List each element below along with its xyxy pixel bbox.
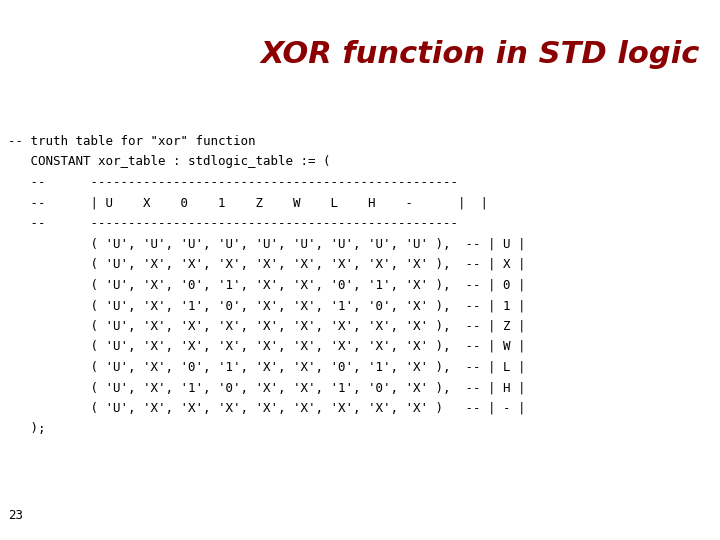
Text: ( 'U', 'X', 'X', 'X', 'X', 'X', 'X', 'X', 'X' ),  -- | W |: ( 'U', 'X', 'X', 'X', 'X', 'X', 'X', 'X'… <box>8 340 526 353</box>
Text: 23: 23 <box>8 509 23 522</box>
Text: -- truth table for "xor" function: -- truth table for "xor" function <box>8 135 256 148</box>
Text: ( 'U', 'X', '0', '1', 'X', 'X', '0', '1', 'X' ),  -- | 0 |: ( 'U', 'X', '0', '1', 'X', 'X', '0', '1'… <box>8 279 526 292</box>
Text: CONSTANT xor_table : stdlogic_table := (: CONSTANT xor_table : stdlogic_table := ( <box>8 156 330 168</box>
Text: --      -------------------------------------------------: -- -------------------------------------… <box>8 176 458 189</box>
Text: XOR function in STD logic: XOR function in STD logic <box>261 40 700 69</box>
Text: ( 'U', 'X', '1', '0', 'X', 'X', '1', '0', 'X' ),  -- | H |: ( 'U', 'X', '1', '0', 'X', 'X', '1', '0'… <box>8 381 526 394</box>
Text: ( 'U', 'X', 'X', 'X', 'X', 'X', 'X', 'X', 'X' ),  -- | Z |: ( 'U', 'X', 'X', 'X', 'X', 'X', 'X', 'X'… <box>8 320 526 333</box>
Text: ( 'U', 'U', 'U', 'U', 'U', 'U', 'U', 'U', 'U' ),  -- | U |: ( 'U', 'U', 'U', 'U', 'U', 'U', 'U', 'U'… <box>8 238 526 251</box>
Text: );: ); <box>8 422 45 435</box>
Text: --      -------------------------------------------------: -- -------------------------------------… <box>8 217 458 230</box>
Text: --      | U    X    0    1    Z    W    L    H    -      |  |: -- | U X 0 1 Z W L H - | | <box>8 197 488 210</box>
Text: ( 'U', 'X', '1', '0', 'X', 'X', '1', '0', 'X' ),  -- | 1 |: ( 'U', 'X', '1', '0', 'X', 'X', '1', '0'… <box>8 299 526 312</box>
Text: ( 'U', 'X', 'X', 'X', 'X', 'X', 'X', 'X', 'X' )   -- | - |: ( 'U', 'X', 'X', 'X', 'X', 'X', 'X', 'X'… <box>8 402 526 415</box>
Text: ( 'U', 'X', 'X', 'X', 'X', 'X', 'X', 'X', 'X' ),  -- | X |: ( 'U', 'X', 'X', 'X', 'X', 'X', 'X', 'X'… <box>8 258 526 271</box>
Text: ( 'U', 'X', '0', '1', 'X', 'X', '0', '1', 'X' ),  -- | L |: ( 'U', 'X', '0', '1', 'X', 'X', '0', '1'… <box>8 361 526 374</box>
